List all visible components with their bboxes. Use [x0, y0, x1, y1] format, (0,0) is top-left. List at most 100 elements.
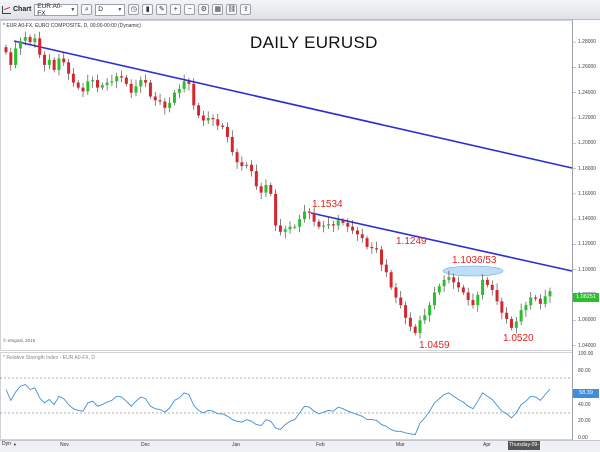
- time-tick-label: Jan: [232, 442, 241, 448]
- candle-body: [288, 226, 292, 230]
- candle-body: [307, 211, 311, 213]
- annotation-1-1036-53: 1.1036/53: [452, 255, 497, 266]
- candle-body: [57, 58, 61, 70]
- candle-body: [216, 119, 220, 126]
- candle-body: [206, 117, 210, 121]
- export-button[interactable]: ⇪: [240, 4, 252, 15]
- candle-body: [240, 162, 244, 167]
- candle-body: [148, 82, 152, 97]
- symbol-search-button[interactable]: ⌕: [81, 4, 93, 15]
- candle-body: [505, 312, 509, 320]
- symbol-input[interactable]: EUR A0-FX ▼: [34, 3, 79, 17]
- interval-value: D: [98, 6, 103, 13]
- candle-body: [120, 76, 124, 78]
- candle-body: [105, 82, 109, 86]
- zoom-out-button[interactable]: −: [184, 4, 196, 15]
- candle-body: [76, 82, 80, 88]
- candle-body: [509, 319, 513, 328]
- candle-body: [33, 38, 37, 43]
- candle-body: [187, 81, 191, 84]
- candle-body: [298, 219, 302, 227]
- candle-body: [548, 291, 552, 297]
- toolbar: Chart EUR A0-FX ▼ ⌕ D ▼ ◷ ▮ ✎ + − ⚙ ▦ ⛓ …: [0, 0, 600, 20]
- candle-body: [62, 58, 66, 63]
- interval-dropdown-icon[interactable]: ▼: [117, 6, 123, 13]
- time-tick-label: Mar: [396, 442, 405, 448]
- candle-body: [380, 249, 383, 265]
- candle-body: [163, 101, 167, 108]
- symbol-dropdown-icon[interactable]: ▼: [70, 6, 76, 13]
- chart-subtitle: * EUR A0-FX, EURO COMPOSITE, D, 00:00-00…: [3, 23, 141, 29]
- price-tick-label: 1.14000: [578, 216, 597, 223]
- time-tick-label: Apr: [483, 442, 491, 448]
- candle-body: [317, 221, 321, 227]
- candle-body: [432, 292, 436, 306]
- candle-body: [192, 83, 196, 106]
- candle-body: [71, 73, 75, 83]
- candle-body: [529, 297, 533, 306]
- last-price-tag: 1.08251: [573, 293, 599, 302]
- chart-title: DAILY EURUSD: [250, 33, 378, 52]
- time-tick-label: Nov: [60, 442, 69, 448]
- candle-body: [259, 186, 263, 193]
- candle-body: [490, 284, 494, 290]
- cursor-date-tag: Thursday-09-04: [508, 441, 540, 452]
- candle-body: [322, 225, 326, 227]
- time-axis[interactable]: [0, 440, 600, 452]
- link-button[interactable]: ⛓: [226, 4, 238, 15]
- candle-body: [476, 295, 480, 306]
- price-tick-label: 1.04000: [578, 342, 597, 349]
- dyn-dropdown-icon[interactable]: ▼: [12, 441, 17, 447]
- candle-body: [124, 77, 128, 84]
- candle-body: [500, 301, 504, 313]
- candle-body: [418, 320, 422, 333]
- draw-tools-button[interactable]: ✎: [156, 4, 168, 15]
- candle-body: [95, 80, 99, 88]
- candle-body: [481, 279, 485, 295]
- price-tick-label: 1.24000: [578, 89, 597, 96]
- candle-body: [274, 193, 278, 226]
- layout-button[interactable]: ▦: [212, 4, 224, 15]
- price-tick-label: 1.12000: [578, 241, 597, 248]
- candle-body: [355, 230, 359, 235]
- candle-body: [452, 277, 456, 283]
- price-tick-label: 1.28000: [578, 39, 597, 46]
- candle-body: [254, 171, 258, 187]
- esignal-watermark: © eSignal, 2015: [3, 338, 36, 343]
- candle-body: [43, 54, 47, 65]
- time-tick-label: Feb: [316, 442, 325, 448]
- candle-body: [384, 264, 388, 273]
- candle-body: [331, 224, 335, 226]
- clock-button[interactable]: ◷: [128, 4, 140, 15]
- time-tick-label: Dec: [141, 442, 150, 448]
- candle-body: [423, 315, 427, 321]
- resistance-ellipse: [442, 265, 504, 277]
- candle-body: [134, 86, 138, 93]
- candle-body: [201, 115, 205, 121]
- candle-body: [67, 62, 71, 74]
- candle-body: [115, 76, 119, 82]
- candles: [4, 31, 552, 339]
- candle-body: [437, 286, 441, 293]
- rsi-tick-label: 100.00: [578, 351, 594, 358]
- candle-body: [283, 229, 287, 232]
- grid: [572, 41, 576, 346]
- candle-body: [461, 287, 465, 293]
- interval-input[interactable]: D ▼: [95, 3, 126, 16]
- candle-body: [399, 297, 403, 306]
- chart-icon: [2, 5, 11, 14]
- candle-body: [341, 220, 345, 223]
- candle-body: [168, 102, 172, 108]
- candle-body: [519, 310, 523, 322]
- chart-type-button[interactable]: ▮: [142, 4, 154, 15]
- annotation-1-1534: 1.1534: [312, 199, 343, 210]
- candle-body: [197, 105, 201, 116]
- settings-button[interactable]: ⚙: [198, 4, 210, 15]
- dyn-selector[interactable]: Dyn ▼: [2, 441, 17, 447]
- zoom-in-button[interactable]: +: [170, 4, 182, 15]
- candle-body: [428, 305, 432, 316]
- candle-body: [538, 298, 542, 304]
- candle-body: [211, 117, 215, 120]
